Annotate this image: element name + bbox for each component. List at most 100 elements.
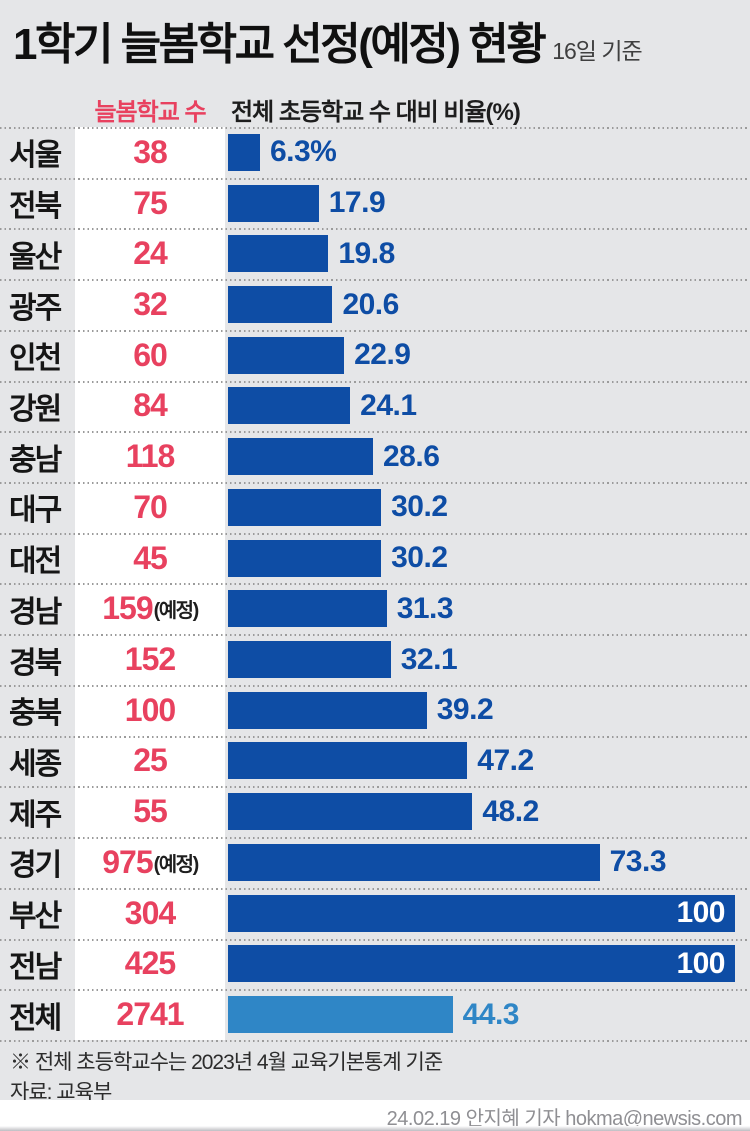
bar — [228, 843, 600, 881]
pct-label: 73.3 — [609, 845, 667, 879]
count-suffix: (예정) — [153, 600, 200, 623]
bottom-edge — [0, 1126, 750, 1131]
pct-label: 20.6 — [342, 287, 399, 321]
bar: 100 — [228, 945, 735, 983]
table-row: 충북 100 39.2 — [0, 684, 750, 736]
table-row: 전남 425 100 — [0, 938, 750, 990]
pct-label: 47.2 — [477, 743, 534, 777]
table-row: 대구 70 30.2 — [0, 482, 750, 533]
region-label: 제주 — [9, 798, 62, 832]
bar — [228, 387, 351, 425]
pct-label: 100 — [676, 896, 725, 930]
count-value: 975 — [102, 843, 153, 880]
pct-label: 24.1 — [360, 388, 417, 422]
count-cell: 100 — [75, 684, 225, 736]
pct-label: 30.2 — [391, 541, 448, 575]
bar-cell: 100 — [225, 888, 750, 939]
region-label: 충남 — [9, 443, 62, 477]
table-row: 충남 118 28.6 — [0, 431, 750, 483]
count-value: 100 — [124, 691, 176, 728]
bar-cell: 6.3% — [225, 127, 750, 178]
pct-label: 6.3% — [269, 135, 337, 169]
region-label: 울산 — [9, 240, 62, 274]
bar-cell: 22.9 — [225, 330, 750, 381]
count-value: 38 — [133, 133, 168, 170]
bar: 100 — [228, 894, 735, 932]
bar — [228, 539, 382, 577]
page-title: 1학기 늘봄학교 선정(예정) 현황 — [13, 20, 547, 69]
pct-label: 19.8 — [338, 236, 395, 270]
bar — [228, 996, 453, 1034]
bar-cell: 39.2 — [225, 685, 750, 736]
region-label: 강원 — [9, 392, 62, 426]
count-cell: 75 — [75, 177, 225, 229]
header: 1학기 늘봄학교 선정(예정) 현황 16일 기준 — [13, 8, 643, 72]
bar — [228, 641, 391, 679]
bar — [228, 488, 382, 526]
count-value: 24 — [133, 235, 168, 272]
bar-cell: 19.8 — [225, 228, 750, 279]
table-row: 전북 75 17.9 — [0, 177, 750, 229]
bar-cell: 17.9 — [225, 178, 750, 229]
count-cell: 2741 — [75, 989, 225, 1040]
region-label: 전체 — [9, 1001, 62, 1035]
pct-label: 17.9 — [328, 186, 386, 220]
count-value: 25 — [133, 742, 168, 779]
count-value: 425 — [124, 945, 176, 982]
count-cell: 84 — [75, 380, 225, 432]
region-label: 경남 — [9, 595, 62, 629]
count-cell: 975 (예정) — [75, 837, 225, 888]
count-cell: 32 — [75, 279, 225, 330]
bar-cell: 31.3 — [225, 583, 750, 634]
region-label: 전남 — [9, 950, 62, 984]
bar — [228, 438, 373, 476]
count-cell: 38 — [75, 127, 225, 178]
count-value: 304 — [124, 894, 176, 931]
table-row: 제주 55 48.2 — [0, 786, 750, 838]
pct-label: 32.1 — [400, 642, 458, 676]
region-label: 대구 — [9, 494, 62, 528]
pct-label: 100 — [676, 946, 725, 980]
bar-chart: 서울 38 6.3% 전북 75 17.9 울산 24 19.8 — [0, 127, 750, 1042]
table-row: 부산 304 100 — [0, 887, 750, 939]
count-suffix: (예정) — [153, 853, 200, 876]
count-cell: 25 — [75, 735, 225, 787]
count-cell: 70 — [75, 482, 225, 533]
count-value: 118 — [125, 438, 176, 475]
pct-label: 22.9 — [354, 338, 411, 372]
count-value: 32 — [133, 286, 168, 323]
table-row: 서울 38 6.3% — [0, 127, 750, 178]
table-row: 전체 2741 44.3 — [0, 989, 750, 1040]
table-row: 세종 25 47.2 — [0, 735, 750, 787]
bar — [228, 336, 345, 374]
bar — [228, 133, 260, 171]
bar-cell: 30.2 — [225, 533, 750, 584]
bar — [228, 793, 473, 831]
table-row: 광주 32 20.6 — [0, 279, 750, 330]
count-value: 75 — [133, 184, 168, 221]
table-row: 대전 45 30.2 — [0, 532, 750, 584]
byline-strip: 24.02.19 안지혜 기자 hokma@newsis.com — [0, 1100, 750, 1131]
count-value: 60 — [133, 336, 168, 373]
count-value: 70 — [133, 488, 168, 525]
bar-cell: 30.2 — [225, 482, 750, 533]
count-cell: 425 — [75, 938, 225, 990]
bar-cell: 28.6 — [225, 431, 750, 482]
count-value: 45 — [133, 539, 168, 576]
col-header-ratio: 전체 초등학교 수 대비 비율(%) — [231, 99, 521, 126]
count-cell: 55 — [75, 786, 225, 838]
region-label: 광주 — [9, 291, 62, 325]
table-row: 울산 24 19.8 — [0, 228, 750, 280]
bar — [228, 235, 329, 273]
pct-label: 31.3 — [396, 591, 454, 625]
bar — [228, 590, 387, 628]
count-value: 152 — [124, 641, 176, 678]
table-row: 강원 84 24.1 — [0, 380, 750, 432]
table-row: 경기 975 (예정) 73.3 — [0, 837, 750, 888]
count-cell: 24 — [75, 228, 225, 280]
count-value: 84 — [133, 387, 168, 424]
count-value: 55 — [133, 793, 168, 830]
region-label: 부산 — [9, 900, 62, 934]
date-note: 16일 기준 — [552, 38, 642, 64]
region-label: 충북 — [9, 697, 62, 731]
